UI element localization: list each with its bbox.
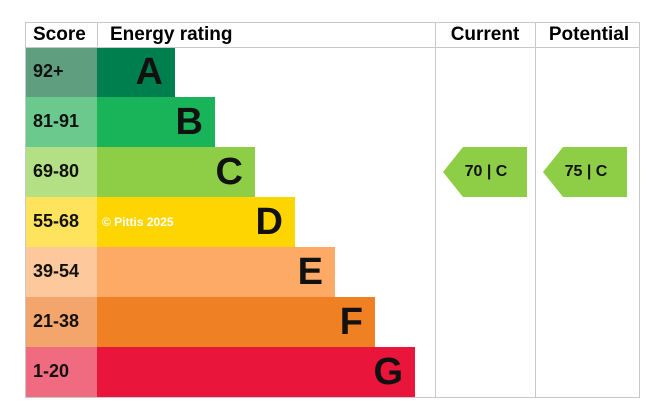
rating-letter: E	[298, 251, 323, 293]
rating-bar	[97, 297, 375, 347]
rating-letter: A	[136, 51, 163, 93]
score-cell	[25, 347, 97, 397]
score-label: 21-38	[33, 311, 79, 331]
score-cell	[25, 297, 97, 347]
score-label: 55-68	[33, 211, 79, 231]
score-cell	[25, 247, 97, 297]
header-current: Current	[451, 24, 520, 45]
score-cell	[25, 97, 97, 147]
rating-letter: C	[216, 151, 243, 193]
score-label: 92+	[33, 61, 64, 81]
rating-letter: D	[256, 201, 283, 243]
header-energy-rating: Energy rating	[110, 24, 232, 45]
score-label: 81-91	[33, 111, 79, 131]
rating-letter: F	[340, 301, 363, 343]
header-potential: Potential	[549, 24, 629, 45]
current-arrow	[443, 147, 527, 197]
potential-label: 75 | C	[565, 163, 608, 180]
score-label: 39-54	[33, 261, 79, 281]
score-label: 69-80	[33, 161, 79, 181]
rating-bar	[97, 347, 415, 397]
rating-bar	[97, 97, 215, 147]
current-label: 70 | C	[465, 163, 508, 180]
score-cell	[25, 47, 97, 97]
score-label: 1-20	[33, 361, 69, 381]
score-cell	[25, 197, 97, 247]
rating-bar	[97, 247, 335, 297]
potential-arrow	[543, 147, 627, 197]
watermark: © Pittis 2025	[102, 215, 174, 229]
score-cell	[25, 147, 97, 197]
rating-letter: B	[176, 101, 203, 143]
rating-bar	[97, 197, 295, 247]
frame	[25, 22, 640, 398]
rating-bar	[97, 147, 255, 197]
rating-bar	[97, 47, 175, 97]
rating-rows: 92+ A 81-91 B 69-80 C 55-68 D 39-54 E 21-38 F 1-20 G	[25, 47, 415, 397]
header-score: Score	[33, 24, 86, 45]
rating-letter: G	[373, 351, 403, 393]
